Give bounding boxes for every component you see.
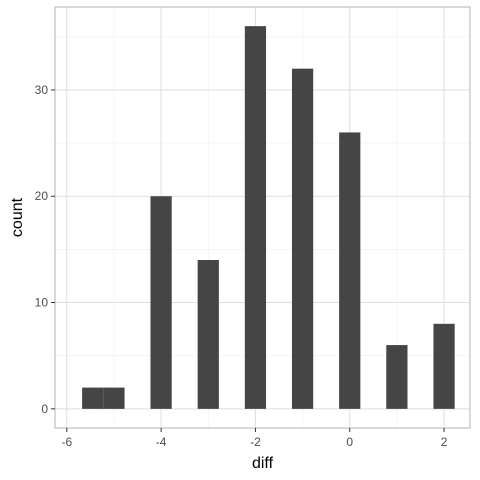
x-tick-label: -6 <box>61 435 72 449</box>
panel-border <box>54 6 471 429</box>
y-axis: 0 10 20 30 <box>35 83 55 416</box>
x-axis: -6 -4 -2 0 2 <box>61 428 448 449</box>
histogram-bar <box>433 323 455 409</box>
y-axis-title: count <box>9 197 26 237</box>
y-tick-label: 20 <box>35 189 49 203</box>
x-tick-label: -2 <box>250 435 261 449</box>
x-tick-label: 0 <box>346 435 353 449</box>
x-tick-label: 2 <box>441 435 448 449</box>
y-tick-label: 30 <box>35 83 49 97</box>
y-tick-label: 0 <box>41 402 48 416</box>
x-tick-label: -4 <box>156 435 167 449</box>
x-axis-title: diff <box>252 455 274 472</box>
histogram-bar <box>339 132 361 409</box>
bars <box>82 26 455 409</box>
histogram-bar <box>150 196 172 409</box>
histogram-bar <box>386 345 408 409</box>
histogram-bar <box>291 68 314 409</box>
histogram-bar <box>244 26 267 409</box>
histogram-bar <box>103 387 125 409</box>
y-tick-label: 10 <box>35 296 49 310</box>
histogram-bar <box>82 387 104 409</box>
histogram-bar <box>197 260 219 409</box>
